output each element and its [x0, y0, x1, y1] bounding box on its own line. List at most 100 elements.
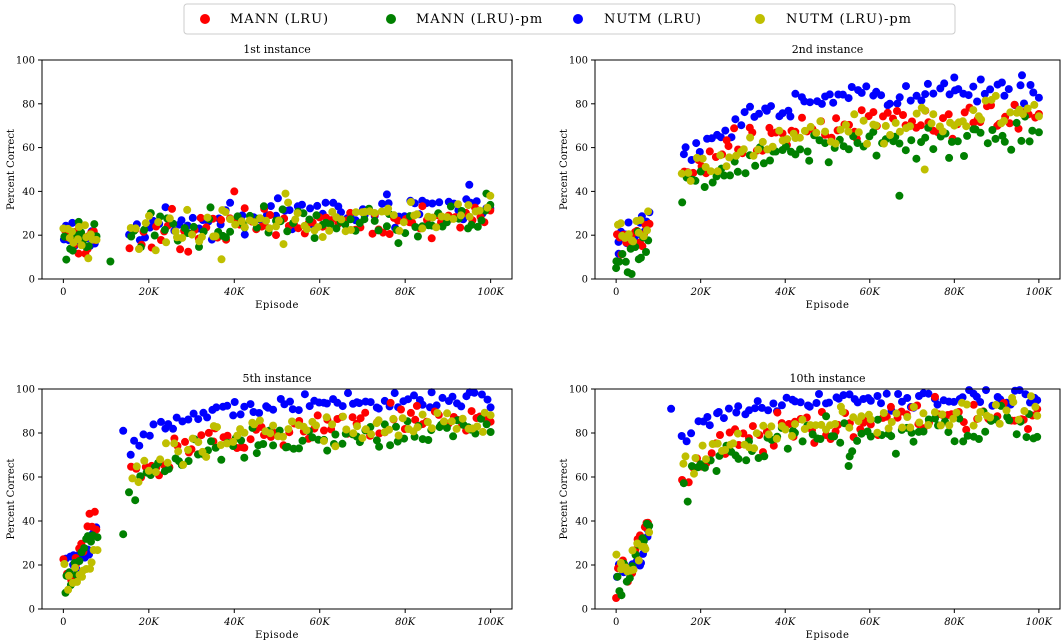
data-point: [612, 264, 621, 273]
data-point: [473, 422, 482, 431]
x-tick-label: 80K: [395, 617, 416, 628]
data-point: [288, 417, 296, 426]
data-point: [1000, 137, 1009, 146]
data-point: [877, 91, 886, 100]
data-point: [786, 112, 795, 121]
data-points: [59, 388, 495, 597]
data-point: [783, 135, 792, 144]
data-point: [298, 200, 306, 209]
data-point: [891, 449, 900, 458]
data-point: [370, 216, 379, 225]
data-point: [392, 422, 400, 431]
data-point: [949, 397, 958, 406]
data-point: [423, 418, 432, 426]
data-point: [698, 441, 707, 450]
data-point: [730, 124, 739, 133]
data-point: [360, 215, 369, 224]
data-point: [759, 159, 768, 168]
data-point: [893, 107, 901, 115]
data-point: [628, 546, 637, 555]
data-point: [135, 441, 144, 450]
data-point: [857, 88, 866, 97]
data-point: [616, 219, 625, 228]
data-point: [443, 213, 451, 222]
data-point: [1034, 112, 1043, 121]
data-point: [361, 425, 370, 434]
data-point: [1018, 110, 1027, 118]
data-point: [418, 224, 427, 233]
data-point: [87, 537, 95, 546]
data-point: [887, 432, 896, 441]
data-point: [413, 210, 421, 219]
data-point: [758, 137, 767, 146]
data-point: [80, 544, 89, 553]
data-point: [969, 82, 978, 91]
data-point: [1033, 396, 1042, 405]
data-point: [788, 432, 796, 440]
data-point: [81, 221, 89, 230]
data-point: [617, 591, 626, 600]
data-point: [398, 414, 407, 423]
x-tick-label: 100K: [477, 617, 504, 628]
data-point: [716, 431, 724, 439]
data-point: [767, 422, 776, 431]
data-point: [478, 427, 487, 436]
data-point: [482, 420, 491, 429]
data-point: [733, 429, 742, 438]
data-point: [638, 242, 647, 251]
data-point: [737, 121, 746, 130]
data-point: [1006, 108, 1015, 117]
data-point: [467, 220, 476, 229]
data-point: [130, 436, 139, 445]
data-point: [734, 402, 743, 411]
data-point: [181, 437, 189, 446]
data-point: [705, 421, 714, 430]
x-tick-label: 100K: [1026, 287, 1053, 298]
data-point: [940, 79, 949, 88]
data-point: [873, 415, 882, 424]
data-point: [160, 225, 169, 234]
data-point: [944, 428, 953, 437]
data-point: [204, 428, 213, 437]
data-point: [226, 227, 235, 236]
x-tick-label: 40K: [774, 287, 796, 298]
data-point: [936, 421, 945, 430]
data-point: [721, 126, 730, 135]
data-point: [132, 462, 141, 471]
data-point: [977, 115, 986, 124]
data-point: [863, 139, 871, 148]
data-point: [629, 565, 638, 574]
x-tick-label: 60K: [310, 617, 331, 628]
data-point: [1004, 85, 1013, 94]
data-point: [255, 416, 264, 425]
data-point: [314, 223, 322, 232]
data-point: [236, 410, 245, 419]
data-point: [406, 408, 415, 417]
data-point: [862, 82, 871, 91]
data-point: [1012, 430, 1021, 439]
data-point: [92, 525, 101, 534]
data-point: [298, 436, 307, 445]
data-point: [432, 401, 441, 410]
data-point: [486, 428, 495, 436]
data-point: [902, 82, 910, 91]
y-tick-label: 100: [569, 385, 588, 396]
data-point: [764, 406, 773, 415]
data-point: [223, 431, 232, 440]
data-point: [1017, 136, 1026, 145]
data-point: [237, 217, 246, 226]
y-tick-label: 0: [29, 275, 35, 286]
data-point: [189, 409, 198, 418]
data-point: [618, 250, 627, 258]
data-point: [140, 456, 149, 465]
data-point: [645, 528, 654, 537]
data-point: [413, 423, 422, 432]
data-point: [135, 245, 143, 253]
data-point: [853, 139, 862, 147]
data-point: [748, 422, 757, 431]
data-point: [456, 211, 465, 220]
data-point: [266, 211, 274, 219]
data-point: [844, 94, 853, 103]
data-point: [916, 121, 925, 130]
data-point: [331, 430, 340, 439]
